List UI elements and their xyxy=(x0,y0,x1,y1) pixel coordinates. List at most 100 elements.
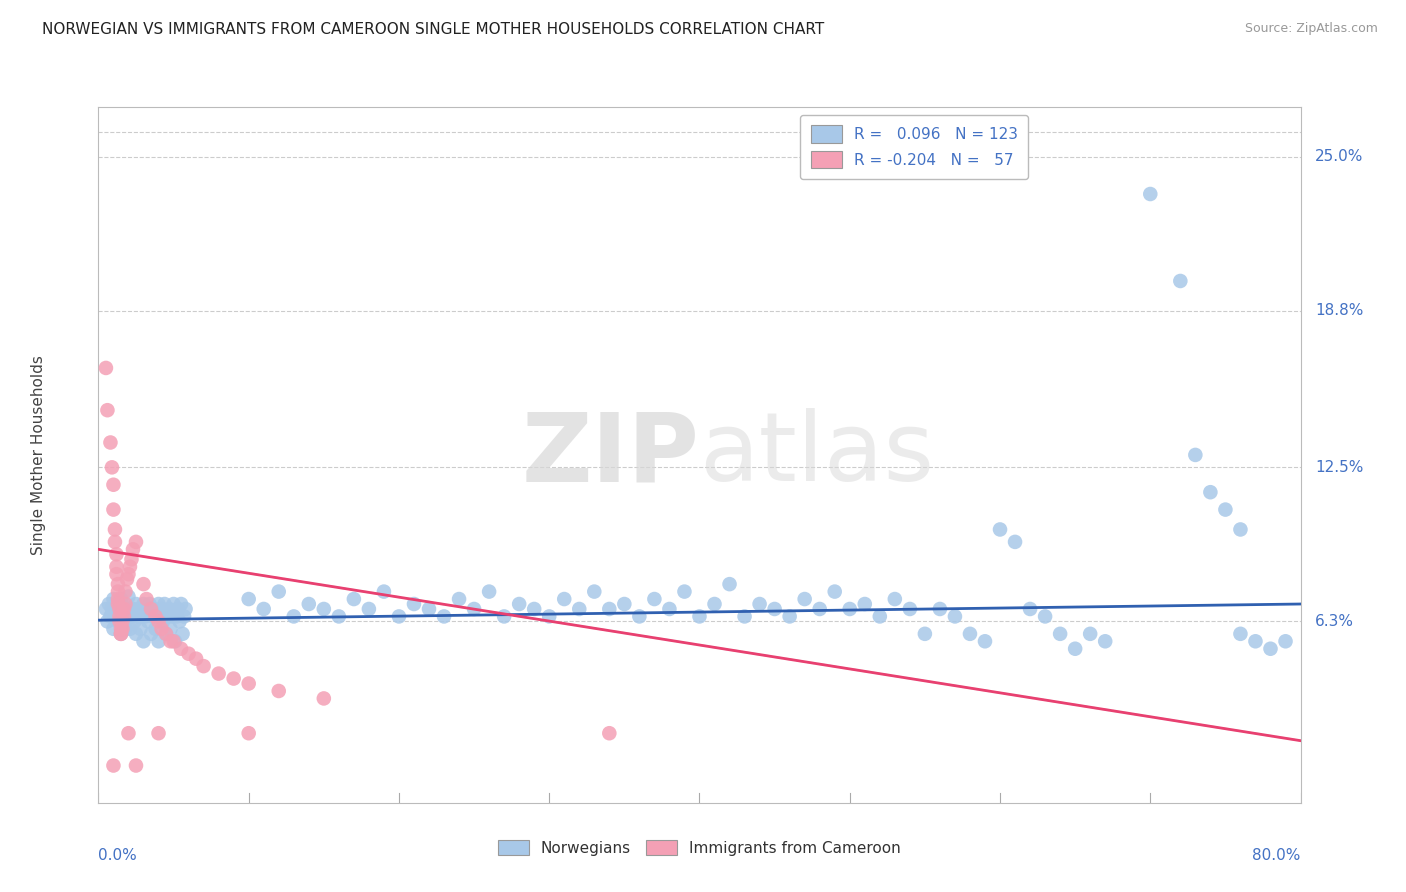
Point xyxy=(157,602,180,616)
Point xyxy=(110,622,132,636)
Point xyxy=(673,584,696,599)
Point xyxy=(104,609,127,624)
Point xyxy=(110,627,132,641)
Point xyxy=(125,627,148,641)
Point xyxy=(598,726,620,740)
Point xyxy=(929,602,952,616)
Point xyxy=(132,577,155,591)
Point xyxy=(104,534,127,549)
Point xyxy=(974,634,997,648)
Point xyxy=(267,684,290,698)
Point xyxy=(114,584,136,599)
Point xyxy=(1274,634,1296,648)
Point xyxy=(148,726,170,740)
Point xyxy=(110,627,132,641)
Point xyxy=(583,584,606,599)
Point xyxy=(1184,448,1206,462)
Point xyxy=(114,622,136,636)
Point xyxy=(111,609,134,624)
Point xyxy=(135,602,157,616)
Point xyxy=(121,609,143,624)
Point xyxy=(184,651,207,665)
Point xyxy=(494,609,516,624)
Point xyxy=(1094,634,1116,648)
Point xyxy=(132,597,155,611)
Point xyxy=(824,584,846,599)
Point xyxy=(478,584,501,599)
Point xyxy=(779,609,801,624)
Text: 25.0%: 25.0% xyxy=(1315,149,1364,164)
Point xyxy=(267,584,290,599)
Point xyxy=(122,542,145,557)
Point xyxy=(150,602,173,616)
Point xyxy=(1229,523,1251,537)
Text: 18.8%: 18.8% xyxy=(1315,303,1364,318)
Point xyxy=(1244,634,1267,648)
Point xyxy=(433,609,456,624)
Point xyxy=(103,622,125,636)
Point xyxy=(155,627,177,641)
Point xyxy=(101,602,124,616)
Point xyxy=(538,609,561,624)
Point xyxy=(148,634,170,648)
Point xyxy=(145,622,167,636)
Point xyxy=(141,609,163,624)
Point xyxy=(122,602,145,616)
Point xyxy=(160,609,183,624)
Point xyxy=(943,609,966,624)
Point xyxy=(643,592,665,607)
Point xyxy=(152,615,174,629)
Point xyxy=(238,676,260,690)
Point xyxy=(253,602,276,616)
Text: NORWEGIAN VS IMMIGRANTS FROM CAMEROON SINGLE MOTHER HOUSEHOLDS CORRELATION CHART: NORWEGIAN VS IMMIGRANTS FROM CAMEROON SI… xyxy=(42,22,824,37)
Point xyxy=(238,592,260,607)
Point xyxy=(134,609,156,624)
Point xyxy=(883,592,905,607)
Point xyxy=(1004,534,1026,549)
Point xyxy=(162,597,184,611)
Point xyxy=(568,602,591,616)
Point xyxy=(139,627,162,641)
Point xyxy=(222,672,245,686)
Point xyxy=(107,592,129,607)
Point xyxy=(238,726,260,740)
Point xyxy=(172,627,194,641)
Point xyxy=(1139,187,1161,202)
Point xyxy=(177,647,200,661)
Point xyxy=(312,602,335,616)
Point xyxy=(132,634,155,648)
Point xyxy=(553,592,575,607)
Text: 80.0%: 80.0% xyxy=(1253,848,1301,863)
Point xyxy=(1033,609,1056,624)
Point xyxy=(658,602,681,616)
Point xyxy=(402,597,425,611)
Point xyxy=(117,726,139,740)
Point xyxy=(108,602,131,616)
Point xyxy=(101,460,124,475)
Text: 6.3%: 6.3% xyxy=(1315,614,1354,629)
Point xyxy=(170,597,193,611)
Point xyxy=(156,609,179,624)
Point xyxy=(94,602,117,616)
Point xyxy=(115,609,138,624)
Point xyxy=(105,559,128,574)
Point xyxy=(153,597,176,611)
Point xyxy=(155,627,177,641)
Point xyxy=(869,609,891,624)
Text: Source: ZipAtlas.com: Source: ZipAtlas.com xyxy=(1244,22,1378,36)
Point xyxy=(107,615,129,629)
Point xyxy=(111,622,134,636)
Point xyxy=(357,602,380,616)
Point xyxy=(107,584,129,599)
Point xyxy=(105,602,128,616)
Point xyxy=(463,602,485,616)
Point xyxy=(343,592,366,607)
Point xyxy=(298,597,321,611)
Point xyxy=(117,602,139,616)
Point xyxy=(193,659,215,673)
Point xyxy=(96,615,118,629)
Point xyxy=(1064,641,1087,656)
Point xyxy=(103,477,125,491)
Point xyxy=(145,609,167,624)
Point xyxy=(115,572,138,586)
